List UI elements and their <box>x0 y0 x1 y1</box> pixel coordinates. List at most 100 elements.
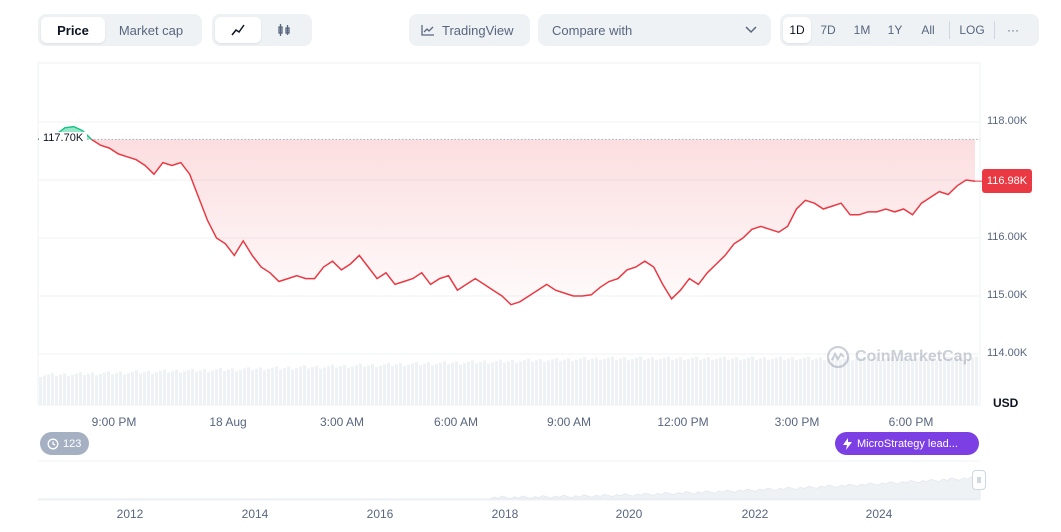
lightning-icon <box>843 437 852 450</box>
volume-bar <box>339 366 342 405</box>
volume-bar <box>363 366 366 405</box>
navigator-year-label: 2014 <box>241 507 269 521</box>
compare-select[interactable]: Compare with <box>538 14 771 46</box>
volume-bar <box>607 357 610 405</box>
volume-bar <box>659 359 662 405</box>
tradingview-label: TradingView <box>442 22 514 38</box>
volume-bar <box>99 374 102 405</box>
x-tick-label: 3:00 PM <box>774 415 820 429</box>
range-7d-button[interactable]: 7D <box>820 23 836 37</box>
volume-bar <box>451 362 454 405</box>
tradingview-chart-icon <box>421 24 435 36</box>
x-tick-label: 9:00 AM <box>546 415 592 429</box>
news-event-badge[interactable]: MicroStrategy lead... <box>835 432 979 455</box>
range-all-button[interactable]: All <box>921 23 935 37</box>
volume-bar <box>819 357 822 405</box>
time-range-toggle: 1D 7D 1M 1Y All LOG ··· <box>780 14 1039 46</box>
volume-bar <box>831 357 834 405</box>
volume-bar <box>131 371 134 405</box>
volume-bar <box>855 359 858 405</box>
x-tick-label: 6:00 PM <box>888 415 934 429</box>
candlestick-chart-button[interactable] <box>261 17 307 43</box>
volume-bar <box>767 360 770 405</box>
volume-bar <box>731 358 734 405</box>
volume-bar <box>279 369 282 405</box>
volume-bar <box>419 365 422 405</box>
log-scale-button[interactable]: LOG <box>959 23 985 37</box>
volume-bar <box>375 366 378 405</box>
volume-bar <box>47 374 50 405</box>
volume-bar <box>431 365 434 405</box>
volume-bar <box>111 374 114 405</box>
price-area <box>38 126 975 305</box>
range-1d-button[interactable]: 1D <box>783 17 811 43</box>
volume-bar <box>803 357 806 405</box>
volume-bar <box>943 357 946 405</box>
range-1y-button[interactable]: 1Y <box>887 23 903 37</box>
volume-bar <box>479 362 482 405</box>
volume-bar <box>951 359 954 405</box>
volume-bar <box>663 357 666 405</box>
volume-bar <box>727 359 730 405</box>
news-event-headline: MicroStrategy lead... <box>857 437 958 450</box>
volume-bar <box>859 357 862 405</box>
volume-bar <box>499 359 502 405</box>
volume-bar <box>127 373 130 405</box>
volume-bar <box>527 358 530 405</box>
volume-bar <box>467 361 470 405</box>
volume-bar <box>215 369 218 405</box>
volume-bar <box>687 359 690 405</box>
volume-bar <box>471 360 474 405</box>
volume-bar <box>275 366 278 405</box>
volume-bar <box>75 373 78 405</box>
volume-bar <box>67 376 70 405</box>
volume-bar <box>799 359 802 405</box>
volume-bar <box>255 368 258 405</box>
volume-bar <box>167 372 170 405</box>
volume-bar <box>119 371 122 405</box>
volume-bar <box>383 364 386 405</box>
volume-bar <box>791 357 794 405</box>
volume-bar <box>963 360 966 405</box>
volume-bar <box>839 359 842 405</box>
volume-bar <box>123 374 126 405</box>
volume-bar <box>351 366 354 405</box>
volume-bar <box>967 359 970 405</box>
volume-bar <box>751 356 754 405</box>
volume-bar <box>291 369 294 405</box>
navigator-handle[interactable] <box>972 470 986 490</box>
volume-bar <box>95 375 98 405</box>
volume-bar <box>115 372 118 405</box>
more-options-button[interactable]: ··· <box>1007 23 1019 37</box>
volume-bar <box>611 356 614 405</box>
volume-bar <box>591 358 594 405</box>
candlestick-icon <box>277 23 291 37</box>
volume-bar <box>335 367 338 405</box>
volume-bar <box>371 364 374 405</box>
x-tick-label: 6:00 AM <box>433 415 479 429</box>
volume-bar <box>427 362 430 405</box>
volume-bar <box>947 356 950 405</box>
volume-bar <box>175 369 178 405</box>
tradingview-button[interactable]: TradingView <box>409 14 530 46</box>
volume-bar <box>103 372 106 405</box>
volume-bar <box>583 357 586 405</box>
volume-bar <box>43 375 46 405</box>
volume-bar <box>311 367 314 405</box>
volume-bar <box>795 360 798 405</box>
tab-price[interactable]: Price <box>41 17 105 43</box>
volume-bar <box>543 361 546 405</box>
volume-bar <box>387 362 390 405</box>
volume-bar <box>847 357 850 405</box>
volume-bar <box>863 356 866 405</box>
volume-bar <box>503 362 506 405</box>
events-count-badge[interactable]: 123 <box>40 432 89 455</box>
range-1m-button[interactable]: 1M <box>853 23 871 37</box>
line-chart-button[interactable] <box>215 17 261 43</box>
tab-market-cap[interactable]: Market cap <box>118 22 184 38</box>
volume-bar <box>315 365 318 405</box>
volume-bar <box>519 361 522 405</box>
volume-bar <box>367 365 370 405</box>
volume-bar <box>159 371 162 405</box>
